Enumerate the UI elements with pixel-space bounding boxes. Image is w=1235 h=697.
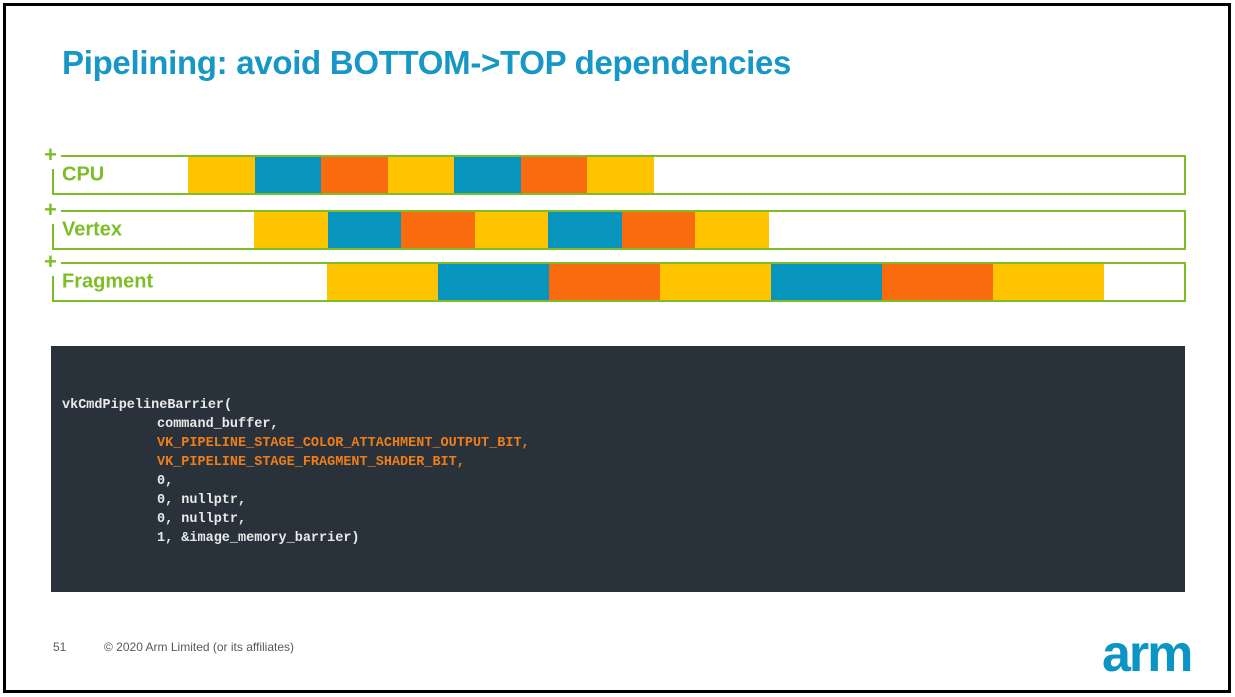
code-panel: vkCmdPipelineBarrier( command_buffer, VK_P… xyxy=(51,346,1185,592)
code-line: 0, xyxy=(157,474,174,489)
pipeline-bar-fragment: + Fragment xyxy=(43,250,1186,302)
bar-label: Fragment xyxy=(62,270,154,293)
code-line: command_buffer, xyxy=(157,417,279,432)
timeline-segment-blue xyxy=(771,264,882,300)
timeline-segment-yellow xyxy=(695,212,769,248)
code-line-highlighted: VK_PIPELINE_STAGE_FRAGMENT_SHADER_BIT, xyxy=(157,455,465,470)
timeline-segment-yellow xyxy=(188,157,255,193)
code-line: vkCmdPipelineBarrier( xyxy=(62,398,233,413)
code-line-highlighted: VK_PIPELINE_STAGE_COLOR_ATTACHMENT_OUTPU… xyxy=(157,436,530,451)
pipeline-bar-cpu: + CPU xyxy=(43,143,1186,195)
page-number: 51 xyxy=(53,640,67,654)
arm-logo: arm xyxy=(1102,625,1193,683)
plus-marker-icon: + xyxy=(43,198,61,224)
bar-label: CPU xyxy=(62,163,105,186)
code-line: 0, nullptr, xyxy=(157,512,247,527)
timeline-segment-orange xyxy=(401,212,475,248)
timeline-segment-orange xyxy=(882,264,993,300)
slide-title: Pipelining: avoid BOTTOM->TOP dependenci… xyxy=(62,44,792,81)
timeline-segment-yellow xyxy=(993,264,1104,300)
timeline-segment-orange xyxy=(549,264,660,300)
copyright-text: © 2020 Arm Limited (or its affiliates) xyxy=(104,640,295,654)
code-line: 0, nullptr, xyxy=(157,493,247,508)
timeline-segment-blue xyxy=(454,157,521,193)
timeline-segment-blue xyxy=(438,264,549,300)
timeline-segment-blue xyxy=(254,157,321,193)
timeline-segment-yellow xyxy=(254,212,328,248)
timeline-segment-orange xyxy=(321,157,388,193)
timeline-segment-yellow xyxy=(587,157,654,193)
timeline-segment-yellow xyxy=(660,264,771,300)
pipeline-bar-vertex: + Vertex xyxy=(43,198,1186,250)
plus-marker-icon: + xyxy=(43,143,61,169)
timeline-segment-yellow xyxy=(327,264,438,300)
bar-label: Vertex xyxy=(62,218,123,241)
timeline-segment-blue xyxy=(327,212,401,248)
timeline-segment-blue xyxy=(548,212,622,248)
plus-marker-icon: + xyxy=(43,250,61,276)
timeline-segment-yellow xyxy=(474,212,548,248)
code-line: 1, &image_memory_barrier) xyxy=(157,531,360,546)
timeline-segment-orange xyxy=(520,157,587,193)
timeline-segment-orange xyxy=(621,212,695,248)
timeline-segment-yellow xyxy=(387,157,454,193)
